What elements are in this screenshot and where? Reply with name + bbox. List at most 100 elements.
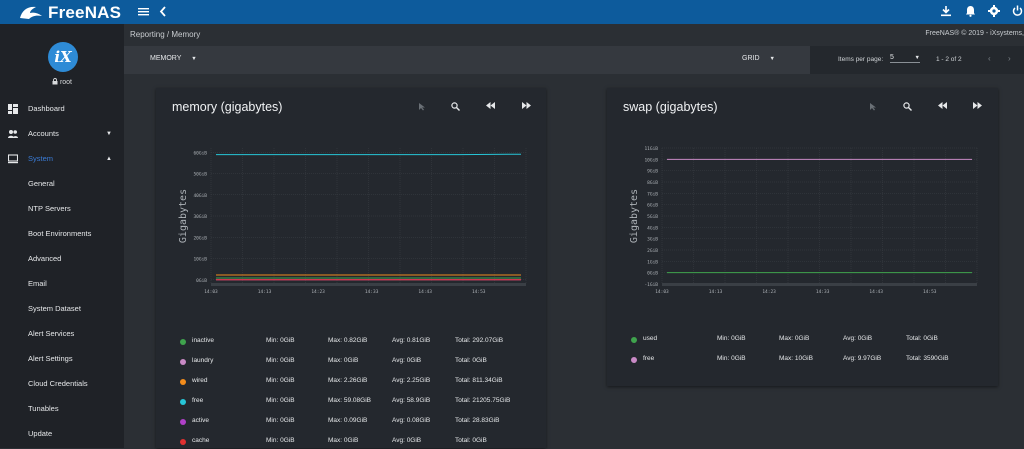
sidebar-item-label: Update	[28, 429, 52, 438]
breadcrumb-parent[interactable]: Reporting	[130, 30, 165, 39]
download-icon[interactable]	[940, 4, 952, 20]
cursor-icon[interactable]	[869, 102, 877, 113]
freenas-logo[interactable]: FreeNAS	[18, 3, 121, 23]
sidebar-item-general[interactable]: General	[0, 171, 124, 196]
y-tick-label: 30GiB	[193, 214, 207, 220]
y-tick-label: 6GiB	[647, 203, 658, 209]
power-icon[interactable]	[1012, 4, 1023, 20]
breadcrumb-separator: /	[167, 30, 169, 39]
sidebar-item-ntp-servers[interactable]: NTP Servers	[0, 196, 124, 221]
legend-name: used	[643, 335, 657, 342]
legend-min: Min: 0GiB	[266, 337, 295, 344]
report-type-value: MEMORY	[150, 55, 181, 62]
legend-total: Total: 0GiB	[906, 335, 938, 342]
sidebar-item-system-dataset[interactable]: System Dataset	[0, 296, 124, 321]
breadcrumb-current: Memory	[171, 30, 200, 39]
sidebar-item-alert-services[interactable]: Alert Services	[0, 321, 124, 346]
sidebar-item-accounts[interactable]: Accounts ▼	[0, 121, 124, 146]
chevron-left-icon[interactable]	[159, 4, 167, 20]
y-tick-label: 1GiB	[647, 259, 658, 265]
legend-max: Max: 2.26GiB	[328, 377, 367, 384]
legend-min: Min: 0GiB	[266, 357, 295, 364]
layout-value: GRID	[742, 55, 760, 62]
sidebar-item-system[interactable]: System ▲	[0, 146, 124, 171]
prev-page-icon[interactable]: ‹	[988, 54, 991, 63]
y-tick-label: -1GiB	[644, 282, 658, 288]
x-axis-band	[662, 283, 977, 286]
legend-name: laundry	[192, 357, 213, 364]
items-per-page-select[interactable]: 5 ▼	[890, 54, 920, 63]
legend-max: Max: 0GiB	[779, 335, 809, 342]
legend-min: Min: 0GiB	[266, 397, 295, 404]
y-tick-label: 10GiB	[193, 257, 207, 263]
sidebar-item-tunables[interactable]: Tunables	[0, 396, 124, 421]
legend-name: wired	[192, 377, 208, 384]
swap-chart: 11GiB10GiB9GiB8GiB7GiB6GiB5GiB4GiB3GiB2G…	[607, 124, 998, 304]
zoom-icon[interactable]	[903, 102, 912, 113]
cursor-icon[interactable]	[418, 102, 426, 113]
sidebar-item-boot-environments[interactable]: Boot Environments	[0, 221, 124, 246]
breadcrumb: Reporting / Memory	[130, 30, 200, 39]
card-title: memory (gigabytes)	[172, 100, 282, 114]
lock-icon	[52, 78, 58, 85]
legend-avg: Avg: 0.08GiB	[392, 417, 430, 424]
menu-icon[interactable]	[138, 4, 149, 20]
legend-total: Total: 0GiB	[455, 437, 487, 444]
sidebar-item-alert-settings[interactable]: Alert Settings	[0, 346, 124, 371]
x-tick-label: 14:03	[655, 289, 669, 295]
x-tick-label: 14:33	[365, 289, 379, 295]
y-tick-label: 40GiB	[193, 193, 207, 199]
y-axis-label: Gigabytes	[629, 189, 640, 243]
report-type-select[interactable]: MEMORY ▼	[150, 55, 197, 62]
fast-forward-icon[interactable]	[522, 102, 531, 111]
zoom-icon[interactable]	[451, 102, 460, 113]
user-label[interactable]: root	[0, 78, 124, 86]
legend-avg: Avg: 0GiB	[843, 335, 872, 342]
x-tick-label: 14:23	[762, 289, 776, 295]
y-tick-label: 11GiB	[644, 146, 658, 152]
username: root	[60, 79, 72, 86]
sidebar-item-label: NTP Servers	[28, 204, 71, 213]
sidebar-item-advanced[interactable]: Advanced	[0, 246, 124, 271]
caret-down-icon: ▼	[106, 131, 112, 137]
legend-max: Max: 0.09GiB	[328, 417, 367, 424]
rewind-icon[interactable]	[486, 102, 495, 111]
items-per-page-value: 5	[890, 54, 894, 61]
bell-icon[interactable]	[965, 4, 976, 20]
gear-icon[interactable]	[988, 4, 1000, 20]
paginator: Items per page: 5 ▼ 1 - 2 of 2 ‹ ›	[810, 46, 1024, 74]
y-tick-label: 0GiB	[647, 271, 658, 277]
sidebar-item-dashboard[interactable]: Dashboard	[0, 96, 124, 121]
sidebar-item-update[interactable]: Update	[0, 421, 124, 446]
sidebar-item-label: Alert Services	[28, 329, 74, 338]
sidebar-item-cloud-credentials[interactable]: Cloud Credentials	[0, 371, 124, 396]
legend-avg: Avg: 58.9GiB	[392, 397, 430, 404]
fast-forward-icon[interactable]	[973, 102, 982, 111]
y-tick-label: 5GiB	[647, 214, 658, 220]
sidebar-item-email[interactable]: Email	[0, 271, 124, 296]
rewind-icon[interactable]	[938, 102, 947, 111]
legend-total: Total: 292.07GiB	[455, 337, 503, 344]
next-page-icon[interactable]: ›	[1008, 54, 1011, 63]
sidebar-item-label: Boot Environments	[28, 229, 91, 238]
card-title: swap (gigabytes)	[623, 100, 718, 114]
y-tick-label: 10GiB	[644, 157, 658, 163]
sidebar: iX root Dashboard Accounts ▼ System ▲ Ge…	[0, 24, 124, 448]
legend-swatch	[180, 339, 186, 345]
legend-total: Total: 811.34GiB	[455, 377, 503, 384]
people-icon	[8, 129, 18, 139]
legend-name: cache	[192, 437, 209, 444]
layout-select[interactable]: GRID ▼	[742, 55, 775, 62]
sidebar-item-label: Alert Settings	[28, 354, 73, 363]
legend-swatch	[180, 379, 186, 385]
legend-max: Max: 59.08GiB	[328, 397, 371, 404]
